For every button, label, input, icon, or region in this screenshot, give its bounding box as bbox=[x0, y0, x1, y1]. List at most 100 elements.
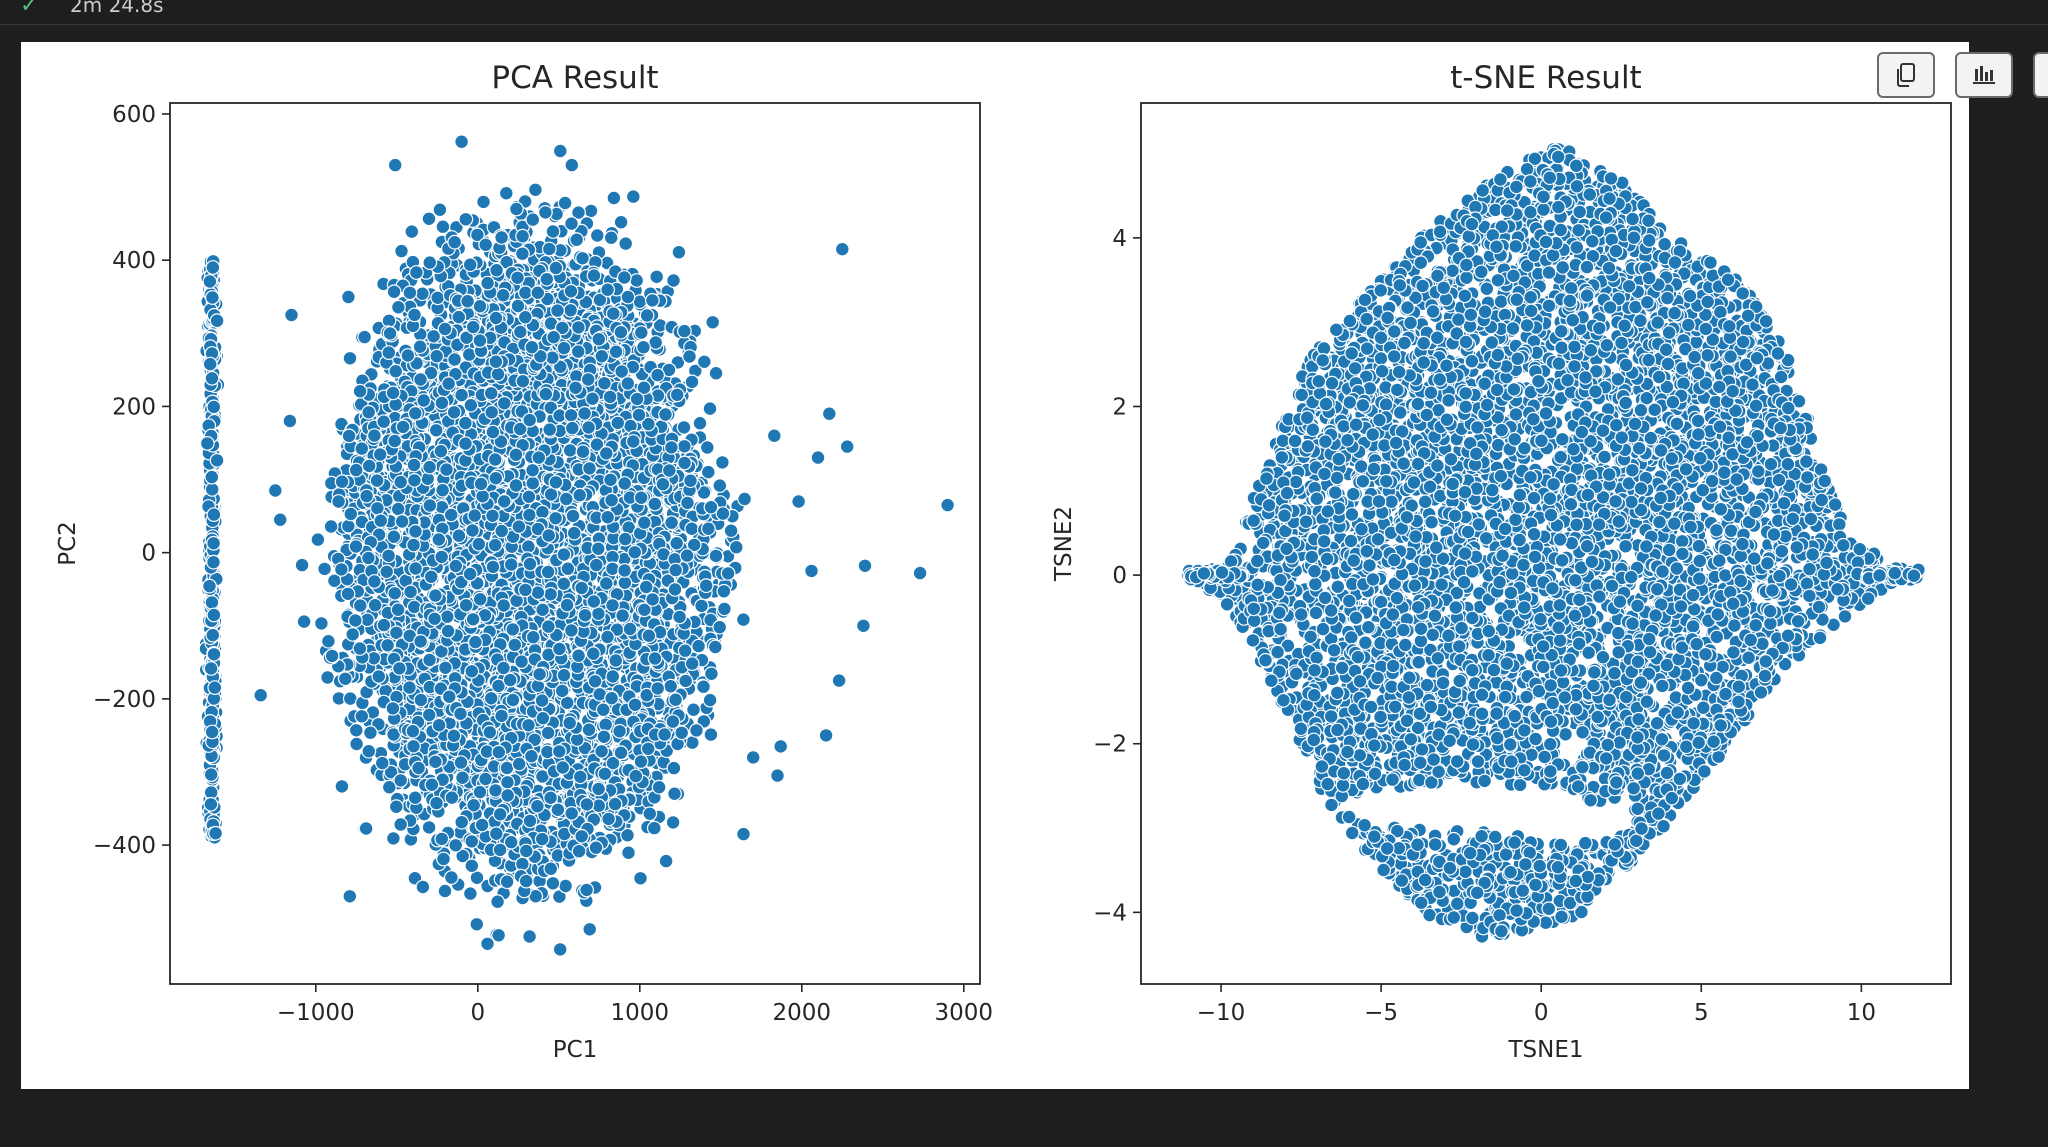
data-point bbox=[431, 717, 447, 733]
data-point bbox=[542, 422, 558, 438]
data-point bbox=[498, 185, 514, 201]
data-point bbox=[658, 407, 673, 422]
data-point bbox=[575, 444, 591, 460]
data-point bbox=[617, 476, 633, 491]
data-point bbox=[617, 575, 633, 591]
data-point bbox=[651, 779, 667, 795]
data-point bbox=[483, 690, 499, 706]
data-point bbox=[585, 391, 600, 407]
data-point bbox=[530, 521, 546, 537]
data-point bbox=[405, 723, 421, 739]
data-point bbox=[674, 725, 690, 741]
data-point bbox=[358, 821, 374, 836]
execution-time: 2m 24.8s bbox=[70, 0, 164, 17]
data-point bbox=[521, 539, 536, 555]
data-point bbox=[407, 473, 422, 488]
data-point bbox=[598, 717, 614, 733]
data-point bbox=[488, 354, 504, 370]
data-point bbox=[677, 643, 693, 659]
data-point bbox=[345, 627, 361, 642]
data-point bbox=[374, 755, 390, 771]
data-point bbox=[616, 270, 632, 285]
data-point bbox=[348, 539, 364, 554]
data-point bbox=[613, 745, 629, 761]
data-point bbox=[407, 405, 423, 421]
data-point bbox=[340, 518, 356, 534]
data-point bbox=[515, 246, 530, 262]
data-point bbox=[494, 708, 510, 724]
data-point bbox=[381, 345, 397, 361]
data-point bbox=[361, 743, 377, 759]
data-point bbox=[510, 270, 525, 286]
data-point bbox=[515, 373, 531, 389]
data-point bbox=[708, 365, 724, 381]
data-point bbox=[582, 921, 598, 937]
data-point bbox=[649, 269, 665, 285]
data-point bbox=[476, 194, 491, 210]
data-point bbox=[471, 536, 487, 552]
data-point bbox=[518, 873, 534, 889]
data-point bbox=[620, 289, 636, 305]
data-point bbox=[517, 309, 533, 325]
data-point bbox=[613, 324, 629, 340]
data-point bbox=[597, 375, 612, 391]
data-point bbox=[636, 380, 652, 396]
data-point bbox=[415, 286, 430, 302]
data-point bbox=[340, 586, 356, 602]
data-point bbox=[421, 707, 437, 723]
data-point bbox=[562, 715, 578, 731]
data-point bbox=[490, 366, 506, 382]
data-point bbox=[393, 773, 409, 788]
data-point bbox=[487, 537, 503, 553]
data-point bbox=[381, 779, 397, 795]
data-point bbox=[689, 723, 704, 738]
data-point bbox=[402, 285, 418, 301]
data-point bbox=[621, 845, 636, 861]
data-point bbox=[629, 391, 645, 407]
data-point bbox=[455, 770, 470, 786]
data-point bbox=[608, 653, 624, 668]
data-point bbox=[474, 817, 490, 833]
data-point bbox=[490, 894, 506, 910]
data-point bbox=[441, 376, 457, 392]
data-point bbox=[564, 623, 579, 638]
data-point bbox=[467, 508, 483, 524]
data-point bbox=[534, 693, 550, 708]
data-point bbox=[715, 455, 730, 470]
data-point bbox=[478, 237, 494, 253]
data-point bbox=[337, 671, 353, 687]
data-point bbox=[686, 537, 702, 553]
data-point bbox=[488, 826, 504, 842]
data-point bbox=[403, 584, 419, 600]
data-point bbox=[686, 702, 701, 718]
data-point bbox=[390, 501, 406, 517]
data-point bbox=[386, 831, 401, 846]
data-point bbox=[642, 806, 658, 822]
data-point bbox=[560, 561, 576, 577]
data-point bbox=[422, 498, 438, 513]
data-point bbox=[682, 349, 697, 364]
data-point bbox=[485, 559, 501, 575]
data-point bbox=[665, 815, 681, 830]
data-point bbox=[535, 504, 550, 520]
data-points bbox=[198, 134, 955, 957]
data-point bbox=[530, 285, 546, 301]
data-point bbox=[594, 743, 609, 759]
data-point bbox=[650, 681, 666, 696]
data-point bbox=[463, 886, 478, 901]
data-point bbox=[586, 594, 602, 609]
data-point bbox=[608, 344, 624, 360]
data-point bbox=[646, 820, 662, 836]
data-point bbox=[556, 667, 572, 683]
data-point bbox=[372, 447, 388, 462]
data-point bbox=[382, 326, 398, 341]
data-point bbox=[465, 523, 480, 538]
data-point bbox=[585, 646, 601, 662]
data-point bbox=[694, 598, 709, 614]
data-point bbox=[554, 683, 570, 699]
data-point bbox=[348, 613, 363, 628]
data-point bbox=[530, 585, 546, 600]
data-point bbox=[348, 722, 364, 738]
data-point bbox=[736, 612, 751, 627]
data-point bbox=[540, 725, 556, 741]
